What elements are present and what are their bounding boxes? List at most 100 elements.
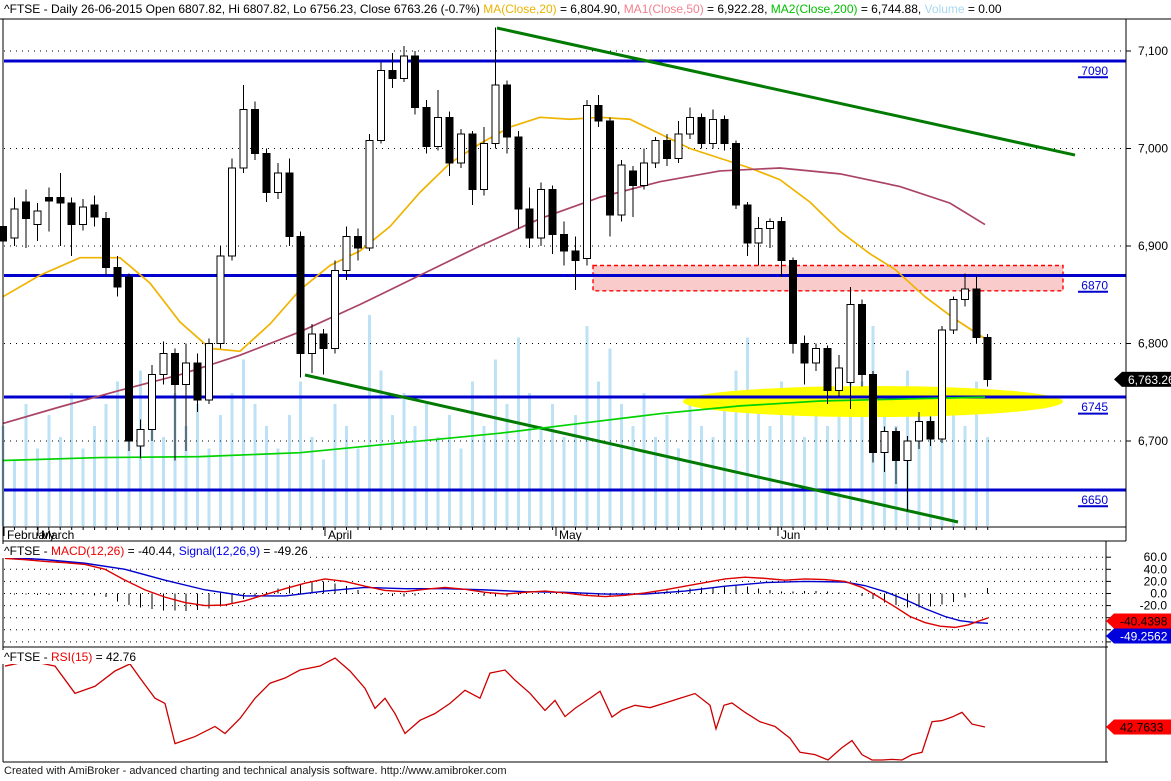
title-segment: Volume [924, 2, 965, 16]
volume-bar [917, 392, 921, 526]
macd-axis-label: 40.0 [1144, 562, 1168, 576]
volume-bar [585, 326, 589, 526]
volume-bar [104, 403, 108, 526]
volume-bar [848, 359, 852, 526]
volume-bar [757, 403, 761, 526]
volume-bar [551, 403, 555, 526]
candle-body [697, 116, 706, 145]
candle-body [90, 204, 99, 218]
support-resistance-label: 6870 [1081, 278, 1108, 292]
rsi-panel-title: ^FTSE - RSI(15) = 42.76 [2, 650, 139, 664]
title-segment: MACD(12,26) [50, 544, 125, 558]
support-resistance-label: 6650 [1081, 493, 1108, 507]
rsi-value-tag-text: 42.7633 [1120, 721, 1164, 735]
candle-body [834, 367, 843, 391]
candle-body [663, 140, 672, 159]
title-segment: MA2(Close,200) [770, 2, 858, 16]
candle-body [686, 116, 694, 135]
volume-bar [333, 403, 337, 526]
candle-body [102, 218, 111, 268]
candle-body [21, 201, 30, 220]
volume-bar [951, 403, 955, 526]
volume-bar [448, 415, 452, 526]
candle-body [937, 329, 946, 440]
title-segment: = -40.44, [124, 544, 179, 558]
candle-body [411, 55, 420, 109]
candle-body [502, 84, 511, 138]
candle-body [789, 260, 798, 344]
price-panel-title: ^FTSE - Daily 26-06-2015 Open 6807.82, H… [2, 2, 1004, 16]
volume-bar [574, 415, 577, 526]
volume-bar [150, 415, 154, 526]
volume-bar [184, 426, 188, 526]
title-segment: = 42.76 [92, 650, 137, 664]
volume-bar [654, 437, 658, 526]
volume-bar [264, 426, 268, 526]
signal-line [4, 556, 989, 625]
trendline [496, 26, 1076, 157]
volume-bar [24, 403, 28, 526]
candle-body [915, 421, 923, 442]
title-segment: = 6,922.28, [703, 2, 771, 16]
title-segment: ^FTSE - Daily 26-06-2015 Open 6807.82, H… [4, 2, 484, 16]
candle-body [56, 196, 65, 204]
volume-bar [367, 315, 371, 526]
candle-body [720, 118, 729, 145]
volume-bar [780, 381, 784, 526]
last-price-tag [1122, 371, 1171, 387]
volume-bar [825, 426, 829, 526]
volume-bar [860, 381, 864, 526]
macd-value-tag [1106, 613, 1114, 629]
candle-body [445, 116, 454, 164]
volume-bar [196, 403, 200, 526]
candle-body [582, 105, 591, 260]
title-segment: ^FTSE - [4, 544, 51, 558]
candle-body [617, 164, 626, 216]
rsi-line [4, 657, 986, 761]
candle-body [331, 269, 340, 349]
volume-bar [276, 448, 280, 526]
date-axis-strip [3, 527, 1126, 541]
candle-body [285, 172, 294, 237]
volume-bar [93, 426, 97, 526]
candle-body [159, 352, 168, 376]
candle-body [296, 235, 305, 354]
title-segment: MA(Close,20) [483, 2, 557, 16]
macd-value-tag [1114, 613, 1171, 629]
candle-body [846, 304, 855, 383]
volume-bar [482, 426, 486, 526]
macd-axis-label: 20.0 [1144, 574, 1168, 588]
volume-bar [814, 403, 818, 526]
candle-body [605, 120, 614, 216]
trendline [304, 373, 959, 524]
macd-axis-label: -20.0 [1140, 599, 1168, 613]
price-axis-label: 6,800 [1138, 337, 1168, 351]
candle-body [537, 188, 546, 239]
volume-bar [837, 392, 841, 526]
candle-body [491, 84, 500, 145]
title-segment: Signal(12,26,9) [178, 544, 261, 558]
support-resistance-label: 7090 [1081, 64, 1108, 78]
candle-body [388, 70, 397, 79]
resistance-zone [592, 264, 1064, 292]
title-segment: RSI(15) [50, 650, 93, 664]
candle-body [147, 374, 156, 430]
volume-bar [539, 426, 543, 526]
ma20-line [2, 116, 986, 353]
ma50-line [2, 167, 986, 425]
last-price-tag-text: 6,763.26 [1128, 373, 1171, 387]
volume-bar [642, 392, 646, 526]
volume-bar [70, 392, 74, 526]
candle-body [731, 143, 740, 206]
rsi-value-tag [1106, 719, 1114, 735]
month-label: February [7, 528, 55, 542]
volume-bar [81, 448, 85, 526]
title-segment: = 0.00 [964, 2, 1002, 16]
price-axis-label: 7,100 [1138, 44, 1168, 58]
support-resistance-label: 6745 [1081, 400, 1108, 414]
candle-body [376, 70, 385, 142]
macd-value-tag [1114, 628, 1171, 644]
candle-body [674, 133, 683, 159]
last-price-tag [1114, 371, 1122, 387]
